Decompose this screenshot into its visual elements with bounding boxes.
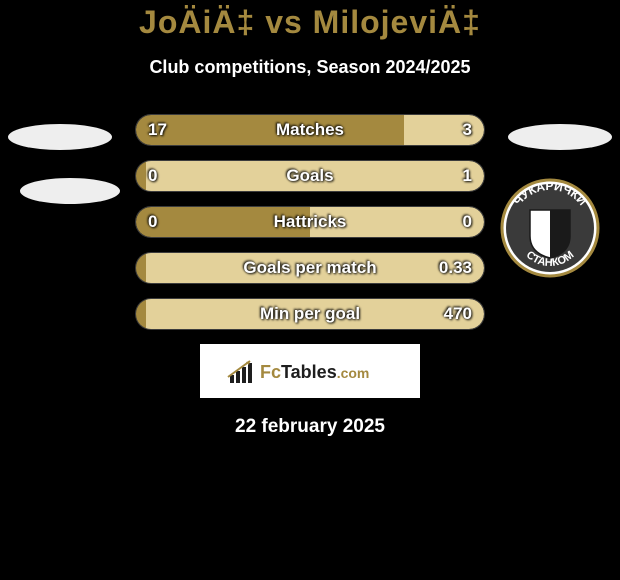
stat-left-fill (136, 253, 146, 283)
stat-row: 0.33Goals per match (135, 252, 485, 284)
stat-right-fill (146, 299, 484, 329)
fctables-logo-icon: FcTables.com (220, 353, 400, 389)
stat-value-right: 3 (463, 115, 472, 145)
stat-value-right: 1 (463, 161, 472, 191)
subtitle: Club competitions, Season 2024/2025 (0, 57, 620, 78)
club-badge-right: ЧУКАРИЧКИ СТАНКОМ (500, 178, 600, 278)
stat-left-fill (136, 299, 146, 329)
stat-row: 00Hattricks (135, 206, 485, 238)
stat-right-fill (146, 161, 484, 191)
stat-right-fill (310, 207, 484, 237)
stat-row: 470Min per goal (135, 298, 485, 330)
brand-box: FcTables.com (200, 344, 420, 398)
stat-value-left: 0 (148, 207, 157, 237)
stat-left-fill (136, 161, 146, 191)
player-left-placeholder-1 (8, 124, 112, 150)
date-text: 22 february 2025 (0, 416, 620, 438)
page-title: JoÄiÄ‡ vs MilojeviÄ‡ (0, 4, 620, 41)
stat-value-right: 0 (463, 207, 472, 237)
stat-value-left: 17 (148, 115, 167, 145)
stat-value-right: 0.33 (439, 253, 472, 283)
stat-row: 01Goals (135, 160, 485, 192)
stat-value-left: 0 (148, 161, 157, 191)
stat-left-fill (136, 207, 310, 237)
player-left-placeholder-2 (20, 178, 120, 204)
svg-text:FcTables.com: FcTables.com (260, 362, 369, 382)
stat-right-fill (146, 253, 484, 283)
stat-value-right: 470 (444, 299, 472, 329)
stat-left-fill (136, 115, 404, 145)
stat-row: 173Matches (135, 114, 485, 146)
player-right-placeholder (508, 124, 612, 150)
